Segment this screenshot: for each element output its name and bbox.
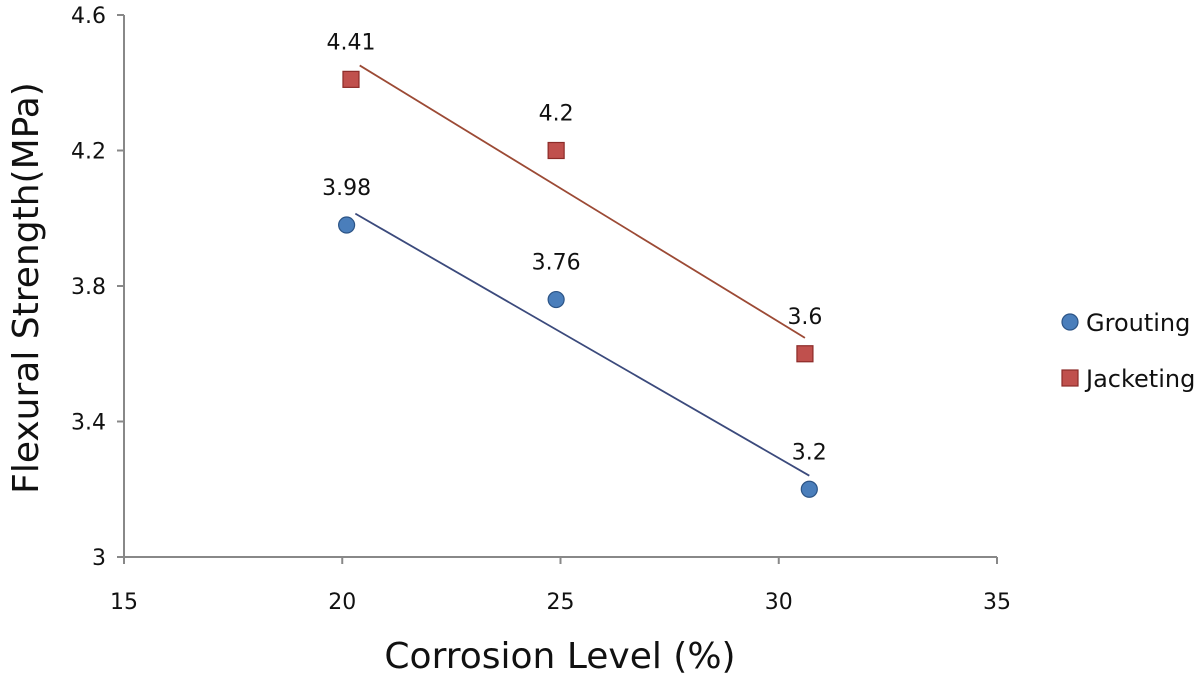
data-label: 3.6 bbox=[787, 305, 822, 330]
y-tick-label: 3.8 bbox=[71, 275, 106, 300]
x-tick-label: 20 bbox=[328, 590, 356, 615]
legend-marker-jacketing bbox=[1061, 369, 1079, 387]
legend-marker-grouting bbox=[1061, 313, 1079, 331]
axes: 15 20 25 30 35 3 3.4 3.8 4.2 4.6 bbox=[71, 4, 1011, 615]
x-tick-label: 35 bbox=[983, 590, 1011, 615]
data-point-jacketing bbox=[342, 70, 360, 88]
y-tick-label: 4.6 bbox=[71, 4, 106, 29]
data-label: 3.2 bbox=[792, 440, 827, 465]
legend: Grouting Jacketing bbox=[1061, 309, 1195, 393]
data-points: 3.98 3.76 3.2 4.41 4.2 3.6 bbox=[322, 30, 827, 498]
x-tick-label: 15 bbox=[110, 590, 138, 615]
data-point-jacketing bbox=[547, 141, 565, 160]
y-tick-label: 3.4 bbox=[71, 411, 106, 436]
trendline-grouting bbox=[354, 212, 810, 477]
data-label: 3.98 bbox=[322, 176, 371, 201]
data-label: 4.2 bbox=[539, 102, 574, 127]
data-label: 3.76 bbox=[532, 251, 581, 276]
data-point-grouting bbox=[547, 290, 565, 309]
legend-label-jacketing: Jacketing bbox=[1084, 365, 1195, 393]
trendlines bbox=[354, 64, 810, 477]
x-tick-label: 30 bbox=[765, 590, 793, 615]
x-axis-title: Corrosion Level (%) bbox=[384, 636, 735, 677]
data-point-jacketing bbox=[796, 345, 814, 363]
x-tick-label: 25 bbox=[547, 590, 575, 615]
y-axis-title: Flexural Strength(MPa) bbox=[6, 82, 47, 494]
y-tick-label: 3 bbox=[92, 546, 106, 571]
data-point-grouting bbox=[338, 216, 356, 234]
trendline-jacketing bbox=[359, 64, 806, 339]
data-label: 4.41 bbox=[326, 30, 375, 55]
legend-label-grouting: Grouting bbox=[1086, 309, 1190, 337]
y-tick-label: 4.2 bbox=[71, 140, 106, 165]
data-point-grouting bbox=[800, 480, 818, 498]
